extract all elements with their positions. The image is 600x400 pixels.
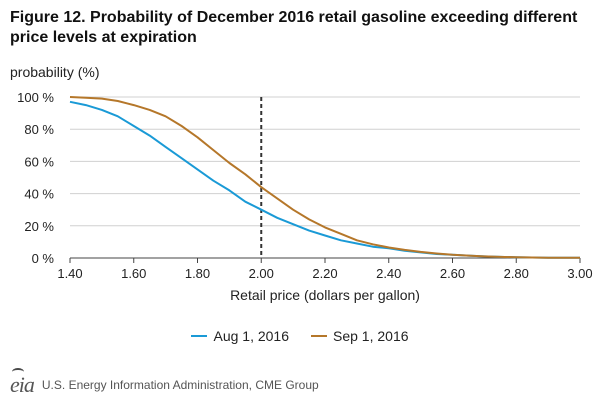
y-tick-label: 0 % [32,251,55,266]
source-note: U.S. Energy Information Administration, … [41,378,319,392]
legend-swatch-aug [191,335,208,337]
legend-item-sep: Sep 1, 2016 [311,328,409,344]
eia-logo: eia [10,368,35,397]
series-line-sep [69,96,581,259]
footer: eia U.S. Energy Information Administrati… [10,368,319,398]
legend-swatch-sep [311,335,327,337]
x-axis-label: Retail price (dollars per gallon) [230,287,420,303]
y-axis-label: probability (%) [10,64,100,80]
x-tick-label: 2.80 [504,266,529,281]
x-tick-label: 2.60 [440,266,465,281]
x-tick-label: 1.60 [121,266,146,281]
y-tick-label: 100 % [17,90,54,105]
x-tick-label: 2.00 [249,266,274,281]
chart-title: Figure 12. Probability of December 2016 … [10,9,578,46]
y-tick-label: 40 % [24,187,54,202]
legend: Aug 1, 2016 Sep 1, 2016 [0,328,600,344]
x-tick-label: 1.40 [57,266,82,281]
series-line-aug [69,100,581,259]
legend-item-aug: Aug 1, 2016 [191,328,289,344]
x-tick-label: 2.40 [376,266,401,281]
x-tick-label: 1.80 [185,266,210,281]
legend-label-aug: Aug 1, 2016 [213,328,289,344]
x-tick-label: 3.00 [567,266,592,281]
y-tick-label: 60 % [24,154,54,169]
legend-label-sep: Sep 1, 2016 [333,328,409,344]
y-tick-label: 80 % [24,122,54,137]
y-tick-label: 20 % [24,219,54,234]
x-tick-label: 2.20 [312,266,337,281]
